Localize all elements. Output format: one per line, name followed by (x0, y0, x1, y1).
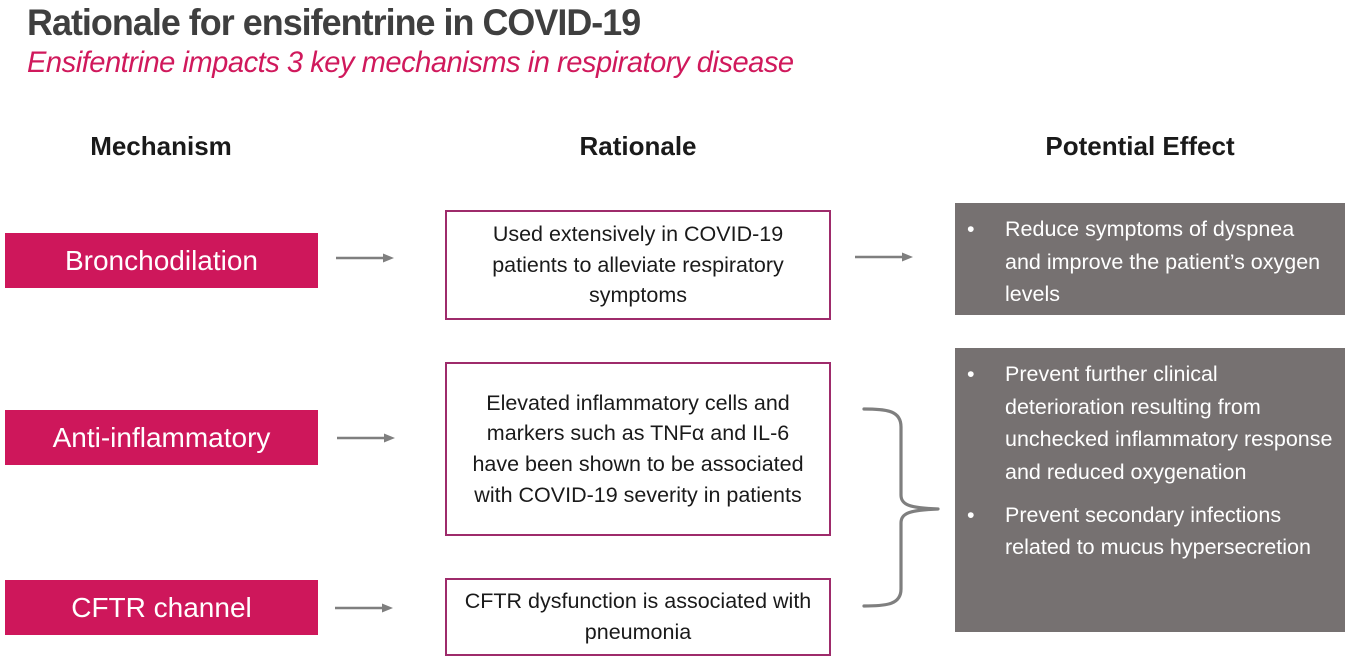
curly-brace-icon (862, 407, 940, 608)
column-header-rationale: Rationale (579, 131, 697, 161)
rationale-box-bronchodilation: Used extensively in COVID-19 patients to… (445, 210, 831, 320)
effect-bullet: Prevent further clinical deterioration r… (955, 358, 1333, 489)
mechanism-box-cftr-channel: CFTR channel (5, 580, 318, 635)
rationale-box-cftr-channel: CFTR dysfunction is associated with pneu… (445, 578, 831, 656)
effect-box-dyspnea: Reduce symptoms of dyspnea and improve t… (955, 203, 1345, 315)
mechanism-box-anti-inflammatory: Anti-inflammatory (5, 410, 318, 465)
page-title: Rationale for ensifentrine in COVID-19 (27, 2, 641, 43)
page-subtitle: Ensifentrine impacts 3 key mechanisms in… (27, 46, 794, 79)
column-header-mechanism: Mechanism (90, 131, 232, 161)
rationale-box-anti-inflammatory: Elevated inflammatory cells and markers … (445, 362, 831, 536)
mechanism-box-bronchodilation: Bronchodilation (5, 233, 318, 288)
effect-box-deterioration-infections: Prevent further clinical deterioration r… (955, 348, 1345, 632)
arrow-right-icon (855, 252, 913, 262)
arrow-right-icon (337, 433, 395, 443)
effect-bullet-list: Reduce symptoms of dyspnea and improve t… (955, 213, 1333, 311)
column-header-potential-effect: Potential Effect (1045, 131, 1235, 161)
arrow-right-icon (335, 603, 393, 613)
effect-bullet-list: Prevent further clinical deterioration r… (955, 358, 1333, 564)
effect-bullet: Reduce symptoms of dyspnea and improve t… (955, 213, 1333, 311)
arrow-right-icon (336, 253, 394, 263)
effect-bullet: Prevent secondary infections related to … (955, 499, 1333, 564)
